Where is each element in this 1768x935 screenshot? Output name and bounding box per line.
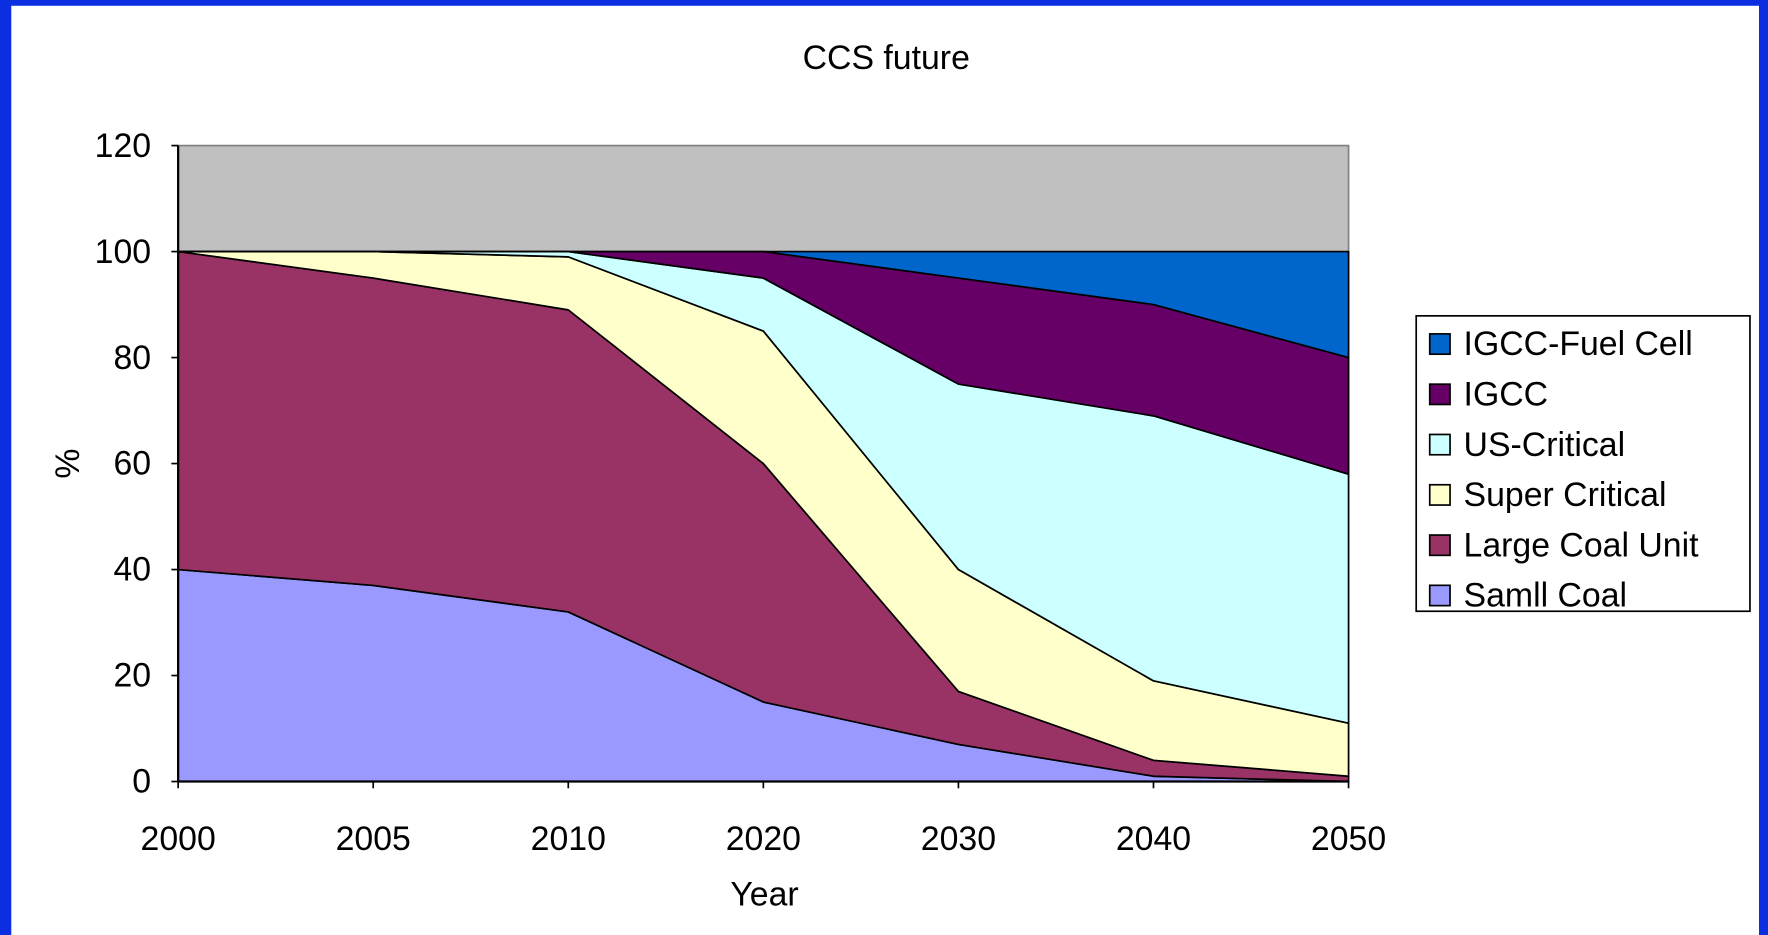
- legend-label: Large Coal Unit: [1464, 526, 1700, 564]
- legend-swatch: [1428, 584, 1451, 607]
- legend-label: Samll Coal: [1464, 577, 1627, 615]
- legend-label: Super Critical: [1464, 476, 1667, 514]
- y-tick-label: 20: [113, 657, 151, 695]
- legend-box: [1415, 314, 1751, 613]
- y-tick-label: 40: [113, 551, 151, 589]
- legend-label: US-Critical: [1464, 426, 1626, 464]
- x-tick-label: 2050: [1311, 820, 1386, 858]
- chart-title: CCS future: [803, 39, 970, 77]
- legend-swatch: [1428, 483, 1451, 506]
- y-axis-label: %: [49, 449, 87, 479]
- x-tick-label: 2020: [726, 820, 801, 858]
- area: [177, 250, 1350, 359]
- x-tick-label: 2000: [141, 820, 216, 858]
- legend-swatch: [1428, 383, 1451, 406]
- x-tick-label: 2005: [336, 820, 411, 858]
- legend-swatch: [1428, 333, 1451, 356]
- legend-label: IGCC-Fuel Cell: [1464, 325, 1693, 363]
- x-tick-label: 2040: [1116, 820, 1191, 858]
- legend-label: IGCC: [1464, 376, 1549, 414]
- y-tick-label: 80: [113, 339, 151, 377]
- legend-swatch: [1428, 534, 1451, 557]
- y-tick-label: 60: [113, 445, 151, 483]
- x-axis-label: Year: [730, 875, 798, 913]
- x-tick-label: 2010: [531, 820, 606, 858]
- y-tick-label: 0: [132, 763, 151, 801]
- y-tick-label: 100: [95, 233, 151, 271]
- y-tick-label: 120: [95, 127, 151, 165]
- legend-swatch: [1428, 433, 1451, 456]
- x-tick-label: 2030: [921, 820, 996, 858]
